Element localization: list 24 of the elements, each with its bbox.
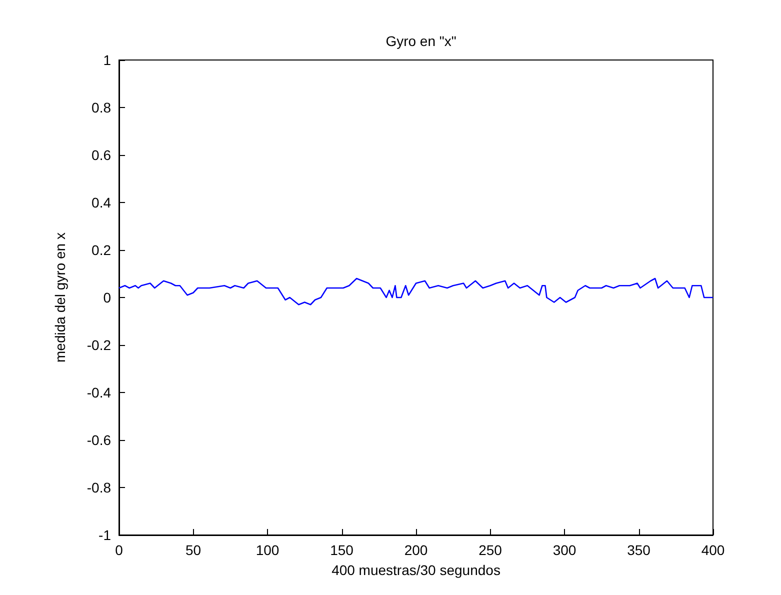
y-tick-label: -0.4 xyxy=(86,384,112,400)
y-tick-label: 0.2 xyxy=(92,242,112,258)
x-tick-label: 0 xyxy=(115,542,124,558)
x-tick-label: 100 xyxy=(256,542,280,558)
y-tick-label: -0.2 xyxy=(86,337,112,353)
x-tick-label: 300 xyxy=(552,542,576,558)
x-tick-label: 50 xyxy=(185,542,202,558)
x-tick-label: 350 xyxy=(627,542,651,558)
x-axis-title: 400 muestras/30 segundos xyxy=(332,562,500,578)
y-tick-label: 0 xyxy=(103,290,112,306)
x-tick-label: 250 xyxy=(478,542,502,558)
chart-title: Gyro en "x" xyxy=(386,33,456,49)
x-tick-label: 150 xyxy=(330,542,354,558)
y-tick-label: 0.8 xyxy=(92,100,112,116)
line-series xyxy=(118,278,714,306)
y-tick-label: -0.6 xyxy=(86,432,112,448)
y-axis-title: medida del gyro en x xyxy=(52,232,68,362)
y-tick-label: 1 xyxy=(103,52,112,68)
x-tick-label: 200 xyxy=(404,542,428,558)
y-tick-label: 0.6 xyxy=(92,147,112,163)
y-tick-label: -0.8 xyxy=(86,480,112,496)
x-tick-label: 400 xyxy=(701,542,725,558)
y-tick-label: 0.4 xyxy=(92,194,112,210)
y-tick-label: -1 xyxy=(98,527,112,543)
